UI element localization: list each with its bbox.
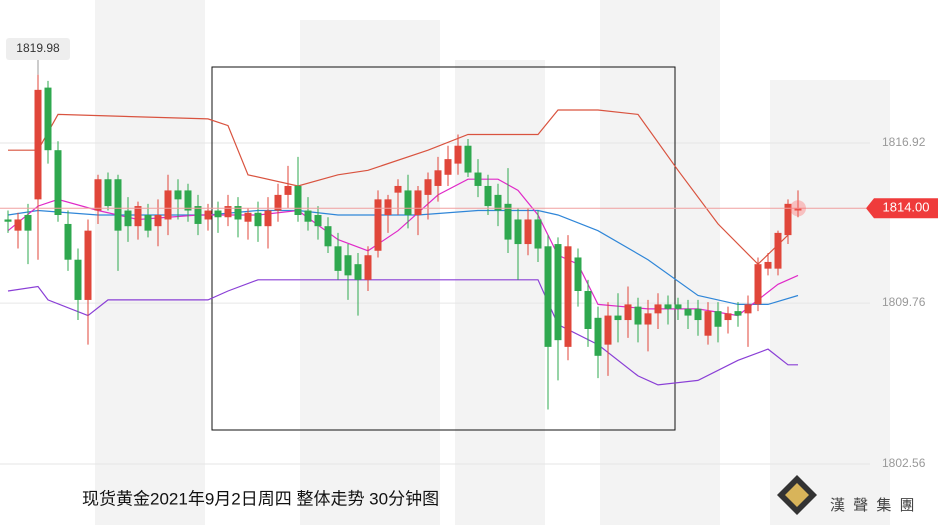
- high-label-box: [6, 38, 70, 60]
- candle-body: [764, 261, 772, 269]
- candle-body: [634, 306, 642, 325]
- candle-body: [24, 215, 32, 231]
- candle-body: [554, 244, 562, 341]
- candle-body: [4, 219, 12, 222]
- candle-body: [314, 215, 322, 227]
- candle-body: [144, 215, 152, 231]
- candle-body: [614, 315, 622, 321]
- candle-body: [174, 190, 182, 200]
- logo-text: 漢 聲 集 團: [830, 497, 917, 514]
- candle-body: [284, 185, 292, 195]
- candle-body: [164, 190, 172, 220]
- candle-body: [364, 255, 372, 280]
- candle-body: [94, 179, 102, 211]
- candle-body: [544, 246, 552, 347]
- candle-body: [784, 203, 792, 236]
- candle-body: [514, 219, 522, 245]
- candle-body: [14, 219, 22, 231]
- candle-body: [404, 190, 412, 216]
- candle-body: [584, 290, 592, 329]
- candle-body: [354, 264, 362, 280]
- candle-body: [304, 210, 312, 222]
- candle-body: [64, 223, 72, 260]
- candle-body: [454, 145, 462, 164]
- candle-body: [274, 194, 282, 211]
- current-price-box: [866, 198, 938, 219]
- candle-body: [744, 304, 752, 314]
- logo: 漢 聲 集 團: [777, 475, 917, 515]
- candle-body: [444, 159, 452, 175]
- candle-body: [194, 206, 202, 224]
- candle-body: [694, 308, 702, 321]
- candle-body: [344, 255, 352, 276]
- candle-body: [464, 145, 472, 173]
- high-label: 1819.98: [16, 41, 60, 55]
- candle-body: [624, 304, 632, 321]
- candle-body: [154, 215, 162, 227]
- candle-body: [104, 179, 112, 207]
- candle-body: [234, 206, 242, 220]
- candle-body: [724, 313, 732, 321]
- candle-body: [504, 203, 512, 240]
- chart-title: 现货黄金2021年9月2日周四 整体走势 30分钟图: [82, 489, 439, 508]
- candle-body: [774, 232, 782, 269]
- indicator-line: [7, 279, 798, 386]
- candle-body: [564, 246, 572, 347]
- candle-body: [54, 150, 62, 216]
- candle-body: [254, 212, 262, 227]
- candle-body: [114, 179, 122, 231]
- y-tick-label: 1802.56: [882, 456, 926, 470]
- candle-body: [644, 313, 652, 325]
- candle-body: [494, 194, 502, 211]
- candle-body: [734, 311, 742, 316]
- candle-body: [374, 199, 382, 251]
- candle-body: [84, 230, 92, 300]
- candle-body: [74, 259, 82, 300]
- candle-body: [334, 246, 342, 271]
- candle-body: [534, 219, 542, 249]
- candle-body: [434, 170, 442, 186]
- candle-body: [224, 206, 232, 218]
- candle-body: [134, 206, 142, 227]
- candle-body: [264, 210, 272, 227]
- candle-body: [654, 304, 662, 314]
- candle-body: [524, 219, 532, 245]
- indicator-line: [8, 109, 789, 266]
- candle-body: [754, 264, 762, 305]
- candle-body: [414, 190, 422, 216]
- y-tick-label: 1809.76: [882, 295, 926, 309]
- candle-body: [664, 304, 672, 309]
- candle-body: [44, 87, 52, 151]
- candle-body: [574, 257, 582, 291]
- current-price-label: 1814.00: [883, 200, 930, 215]
- candle-body: [294, 185, 302, 216]
- candle-body: [394, 185, 402, 193]
- y-tick-label: 1816.92: [882, 135, 926, 149]
- candle-body: [594, 317, 602, 356]
- candle-body: [424, 179, 432, 195]
- candle-body: [704, 311, 712, 336]
- candle-body: [384, 199, 392, 216]
- candle-body: [244, 212, 252, 222]
- candle-body: [184, 190, 192, 211]
- candle-body: [324, 226, 332, 247]
- candle-body: [34, 89, 42, 200]
- candle-body: [214, 210, 222, 218]
- candle-body: [124, 210, 132, 227]
- candle-body: [204, 210, 212, 220]
- candle-body: [714, 311, 722, 327]
- candle-body: [674, 304, 682, 309]
- highlight-box: [211, 66, 676, 431]
- candle-body: [604, 315, 612, 345]
- candle-body: [474, 172, 482, 186]
- candle-body: [794, 208, 802, 211]
- candle-body: [684, 308, 692, 316]
- current-price-glow: [790, 200, 806, 217]
- candle-body: [484, 185, 492, 207]
